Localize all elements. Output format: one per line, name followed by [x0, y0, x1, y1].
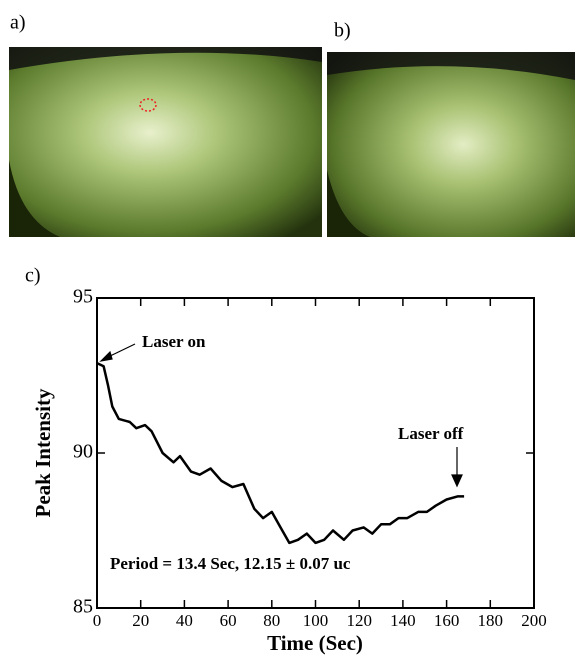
y-tick-label: 90 [73, 441, 93, 463]
panel-label: b) [334, 20, 351, 42]
x-tick-label: 100 [303, 611, 329, 630]
data-line [96, 361, 465, 545]
x-tick-label: 20 [132, 611, 149, 630]
arrow [99, 343, 463, 488]
x-tick-label: 180 [478, 611, 504, 630]
x-axis-label: Time (Sec) [267, 631, 363, 655]
y-tick-label: 85 [73, 596, 93, 618]
y-tick-label: 95 [73, 286, 93, 308]
x-tick-label: 40 [176, 611, 193, 630]
x-tick-label: 160 [434, 611, 460, 630]
x-tick-label: 0 [93, 611, 102, 630]
x-tick-label: 120 [346, 611, 372, 630]
image-a [9, 47, 322, 237]
image-b [327, 52, 575, 237]
x-tick-label: 140 [390, 611, 416, 630]
annotation: Laser off [398, 424, 464, 443]
x-tick-label: 60 [220, 611, 237, 630]
y-axis-label: Peak Intensity [31, 388, 55, 517]
annotation: Laser on [142, 332, 206, 351]
x-tick-label: 80 [263, 611, 280, 630]
panel-label: a) [10, 12, 26, 34]
annotation: Period = 13.4 Sec, 12.15 ± 0.07 uc [110, 554, 351, 573]
panel-label: c) [25, 265, 41, 287]
x-tick-label: 200 [521, 611, 547, 630]
